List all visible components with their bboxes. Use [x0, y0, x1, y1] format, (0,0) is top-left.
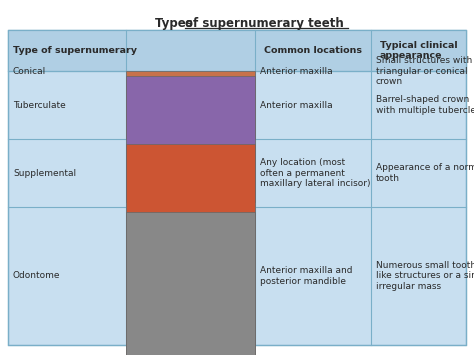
Bar — [126, 212, 255, 355]
Text: Small structures with
triangular or conical
crown: Small structures with triangular or coni… — [376, 56, 472, 86]
Text: Anterior maxilla: Anterior maxilla — [260, 66, 333, 76]
Text: Appearance of a normal
tooth: Appearance of a normal tooth — [376, 163, 474, 183]
Bar — [126, 71, 255, 139]
Bar — [8, 30, 466, 345]
Text: Conical: Conical — [13, 66, 46, 76]
Text: Common locations: Common locations — [264, 46, 362, 55]
Text: Odontome: Odontome — [13, 272, 61, 280]
Text: Supplemental: Supplemental — [13, 169, 76, 178]
Text: Numerous small tooth-
like structures or a single,
irregular mass: Numerous small tooth- like structures or… — [376, 261, 474, 291]
Text: Tuberculate: Tuberculate — [13, 100, 66, 109]
Text: Types: Types — [155, 17, 197, 30]
Text: of supernumerary teeth: of supernumerary teeth — [185, 17, 344, 30]
Bar — [126, 76, 255, 202]
Text: Barrel-shaped crown
with multiple tubercles: Barrel-shaped crown with multiple tuberc… — [376, 95, 474, 115]
Text: Typical clinical
appearance: Typical clinical appearance — [380, 41, 457, 60]
Bar — [8, 30, 466, 71]
Text: Type of supernumerary: Type of supernumerary — [13, 46, 137, 55]
Text: Anterior maxilla: Anterior maxilla — [260, 100, 333, 109]
Text: Anterior maxilla and
posterior mandible: Anterior maxilla and posterior mandible — [260, 266, 353, 286]
Text: Any location (most
often a permanent
maxillary lateral incisor): Any location (most often a permanent max… — [260, 158, 371, 188]
Bar — [126, 144, 255, 355]
